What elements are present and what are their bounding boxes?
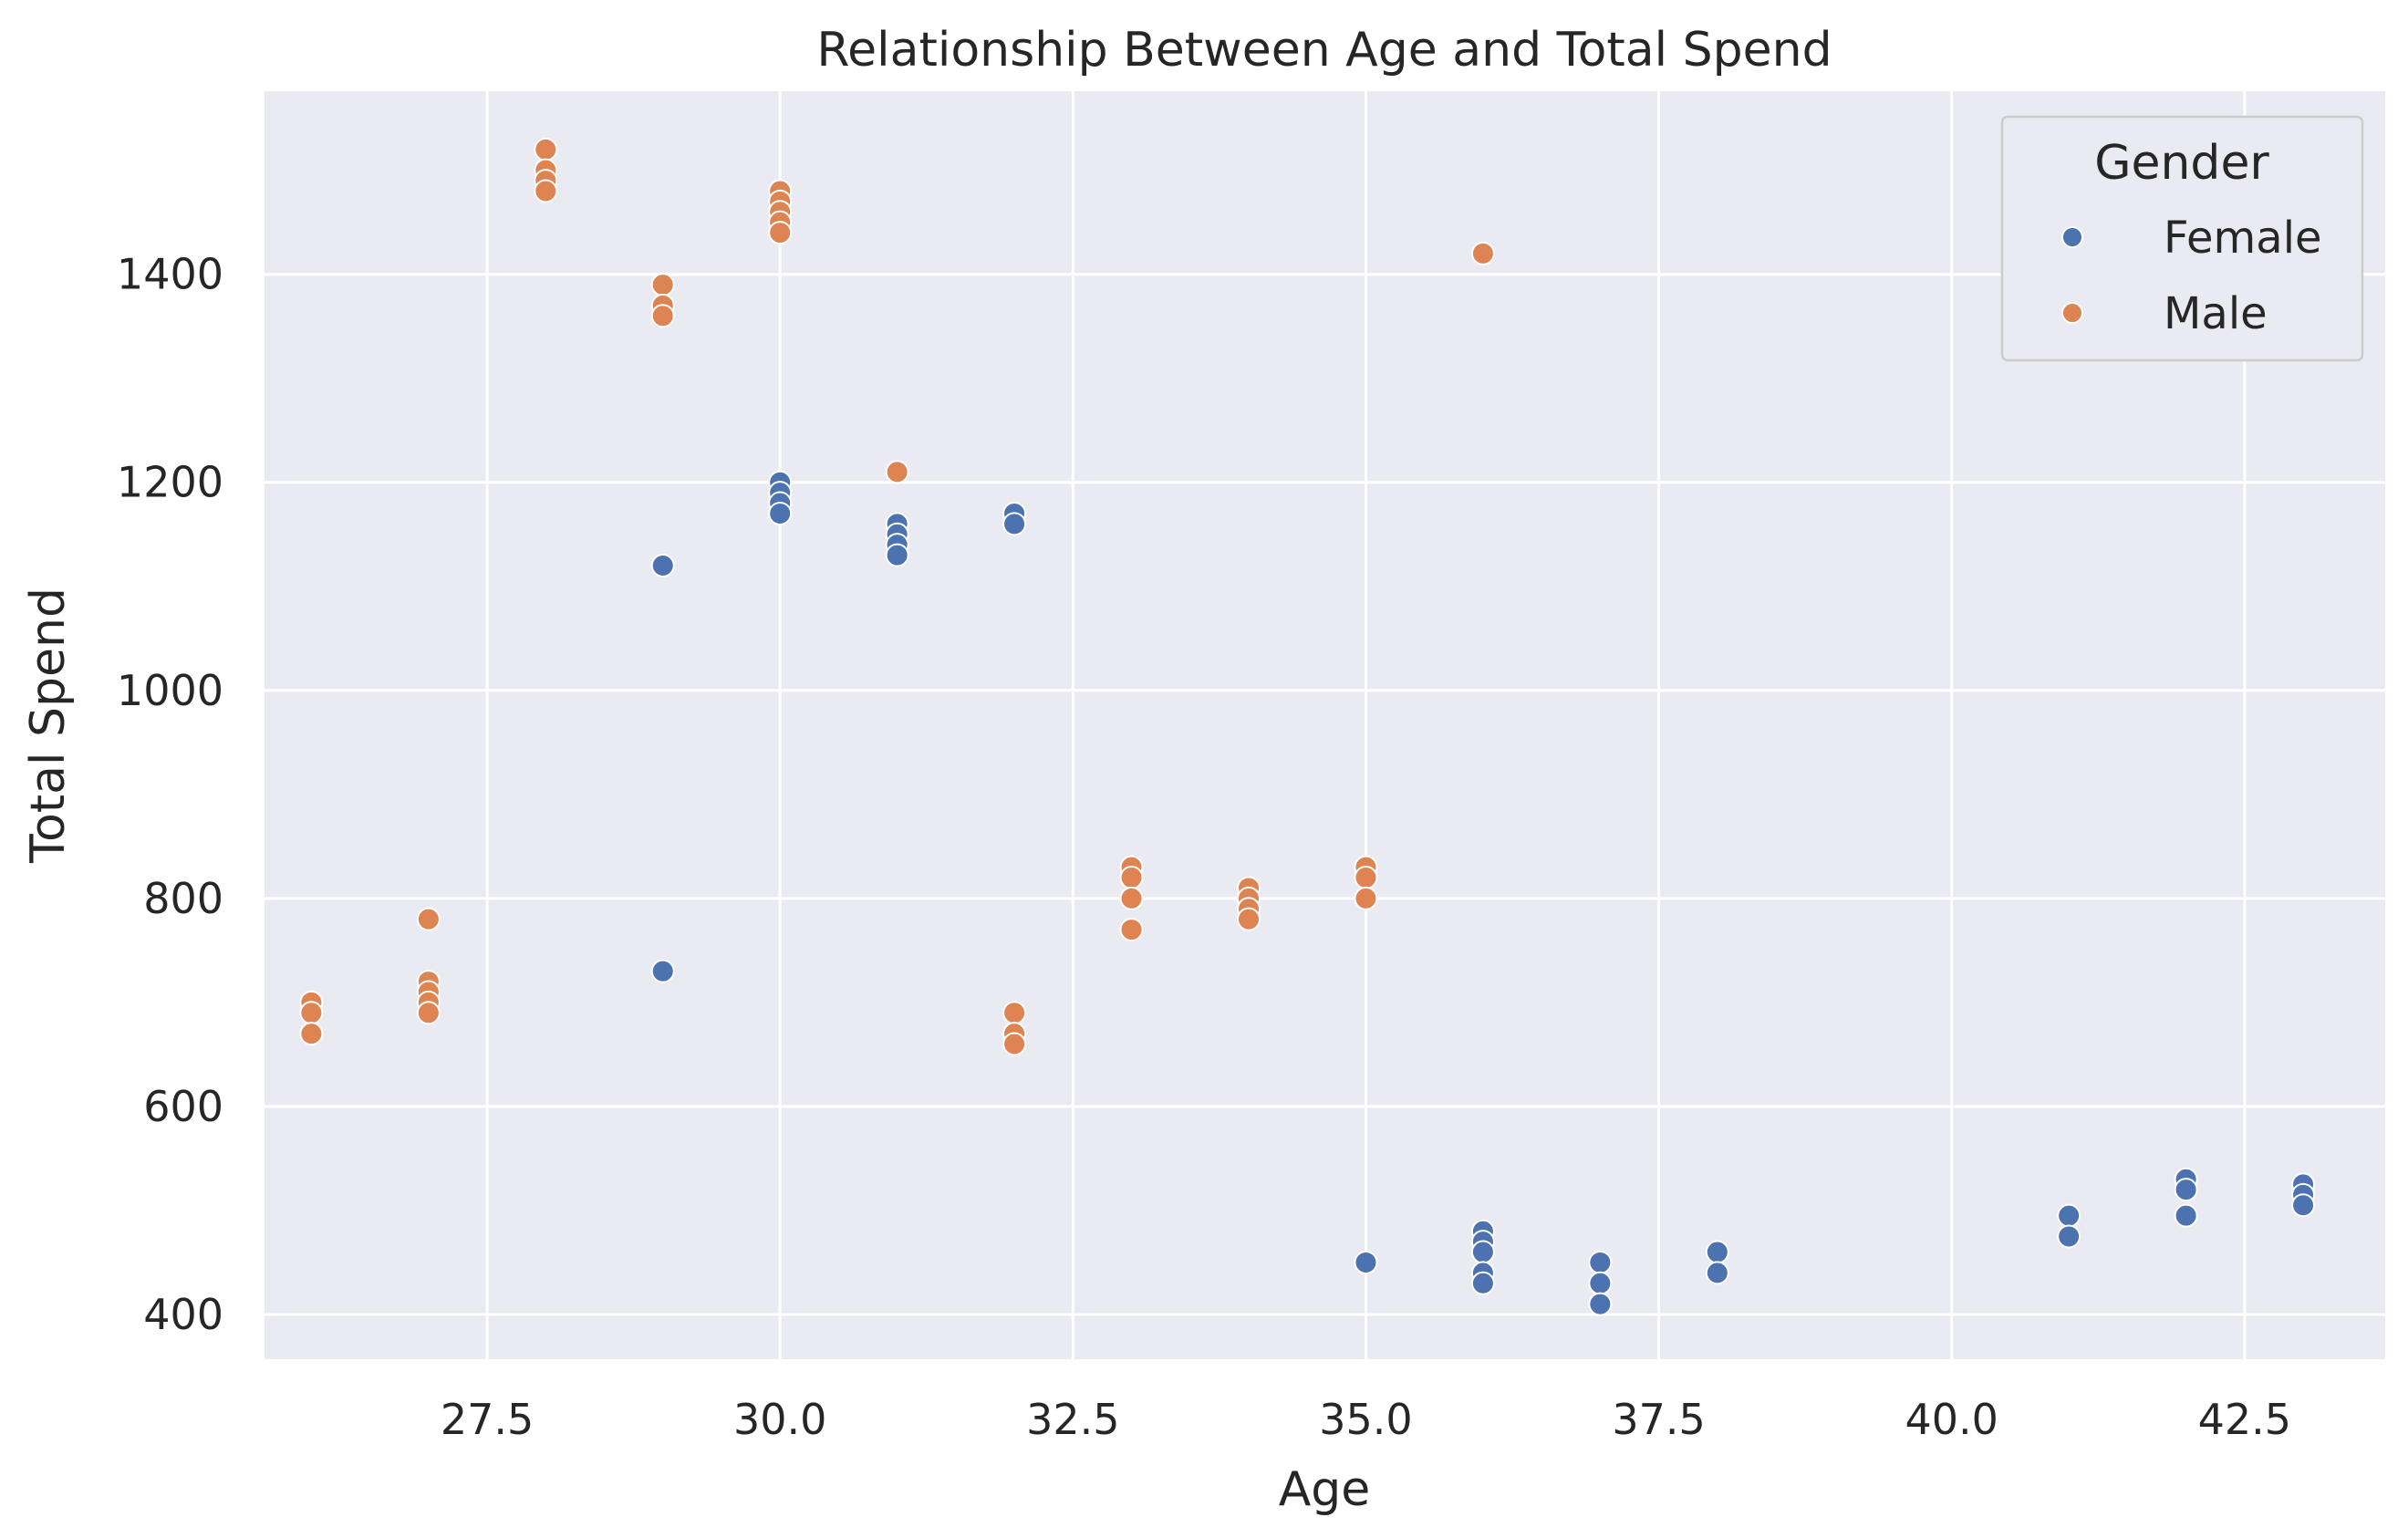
x-tick-labels: 27.5 30.0 32.5 35.0 37.5 40.0 42.5 <box>441 1395 2291 1444</box>
x-tick-label: 42.5 <box>2198 1395 2291 1444</box>
data-point-male <box>650 273 675 297</box>
data-point-female <box>1705 1261 1729 1285</box>
x-axis-label: Age <box>1279 1462 1371 1517</box>
data-point-male <box>1119 866 1144 890</box>
data-point-male <box>650 304 675 328</box>
y-tick-label: 1200 <box>117 458 223 507</box>
data-points <box>299 137 2316 1316</box>
legend-marker-female <box>2061 226 2083 248</box>
data-point-male <box>1237 907 1261 931</box>
y-tick-label: 1000 <box>117 666 223 715</box>
x-tick-label: 27.5 <box>441 1395 534 1444</box>
data-point-female <box>2174 1178 2198 1202</box>
legend: Gender Female Male <box>2000 115 2364 362</box>
data-point-female <box>1470 1240 1495 1264</box>
x-tick-label: 30.0 <box>733 1395 826 1444</box>
data-point-female <box>1470 1271 1495 1295</box>
y-tick-labels: 400 600 800 1000 1200 1400 <box>117 250 223 1339</box>
legend-marker-male <box>2061 302 2083 324</box>
grid-lines <box>265 91 2385 1359</box>
x-tick-label: 32.5 <box>1026 1395 1119 1444</box>
data-point-female <box>2291 1193 2316 1218</box>
data-point-male <box>299 1022 324 1046</box>
y-tick-label: 800 <box>143 874 223 923</box>
data-point-female <box>2057 1203 2081 1228</box>
data-point-male <box>299 1001 324 1025</box>
data-point-female <box>768 501 793 525</box>
data-point-male <box>1002 1001 1027 1025</box>
data-point-female <box>1588 1271 1613 1295</box>
data-point-male <box>1354 886 1378 910</box>
x-tick-label: 35.0 <box>1319 1395 1412 1444</box>
y-tick-label: 600 <box>143 1082 223 1131</box>
data-point-male <box>1119 918 1144 942</box>
data-point-female <box>1588 1250 1613 1274</box>
data-point-female <box>650 553 675 577</box>
data-point-male <box>1002 1032 1027 1056</box>
data-point-female <box>1705 1240 1729 1264</box>
x-tick-label: 40.0 <box>1905 1395 1998 1444</box>
data-point-male <box>416 1001 441 1025</box>
data-point-female <box>885 543 909 567</box>
chart-title: Relationship Between Age and Total Spend <box>816 23 1832 78</box>
data-point-female <box>1002 512 1027 536</box>
series-male <box>299 137 1495 1056</box>
data-point-male <box>1119 886 1144 910</box>
y-tick-label: 1400 <box>117 250 223 299</box>
x-tick-label: 37.5 <box>1612 1395 1705 1444</box>
data-point-female <box>2174 1203 2198 1228</box>
legend-label-female: Female <box>2164 213 2322 264</box>
y-axis-label: Total Spend <box>21 587 76 864</box>
data-point-male <box>416 907 441 931</box>
legend-box <box>2000 115 2364 362</box>
series-female <box>650 470 2316 1316</box>
data-point-male <box>768 221 793 245</box>
data-point-male <box>1354 866 1378 890</box>
data-point-male <box>534 137 558 161</box>
data-point-female <box>650 959 675 983</box>
data-point-male <box>534 179 558 203</box>
y-tick-label: 400 <box>143 1290 223 1339</box>
legend-title: Gender <box>2094 136 2269 191</box>
data-point-female <box>1588 1292 1613 1316</box>
data-point-male <box>885 460 909 484</box>
data-point-female <box>1354 1250 1378 1274</box>
legend-label-male: Male <box>2164 288 2268 339</box>
data-point-female <box>2057 1224 2081 1249</box>
data-point-male <box>1470 241 1495 265</box>
